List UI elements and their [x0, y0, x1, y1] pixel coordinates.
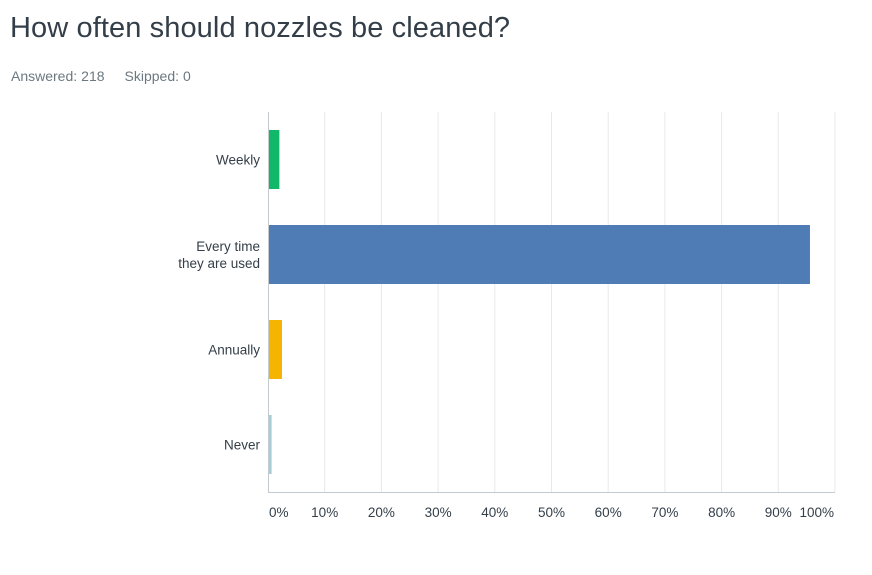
- skipped-stat: Skipped: 0: [125, 68, 191, 84]
- x-tick-label: 90%: [765, 505, 792, 520]
- x-tick-labels: 0% 10% 20% 30% 40% 50% 60% 70% 80% 90% 100%: [269, 505, 834, 520]
- category-labels: Weekly Every time they are used Annually Nev…: [178, 153, 260, 453]
- skipped-label: Skipped:: [124, 68, 179, 84]
- x-tick-label: 30%: [425, 505, 452, 520]
- gridlines: [324, 112, 836, 492]
- question-title: How often should nozzles be cleaned?: [10, 12, 511, 44]
- category-label: they are used: [178, 256, 260, 271]
- x-tick-label: 100%: [799, 505, 834, 520]
- x-tick-label: 50%: [538, 505, 565, 520]
- category-label: Every time: [196, 239, 260, 254]
- axes: [268, 112, 835, 493]
- category-label: Weekly: [216, 153, 260, 168]
- bar-2: [269, 320, 282, 379]
- bars: [269, 130, 810, 474]
- answered-stat: Answered: 218: [11, 68, 105, 84]
- answered-count: 218: [81, 68, 105, 84]
- skipped-count: 0: [183, 68, 191, 84]
- response-stats: Answered: 218 Skipped: 0: [11, 68, 191, 84]
- x-tick-label: 60%: [595, 505, 622, 520]
- bar-1: [269, 225, 810, 284]
- x-tick-label: 0%: [269, 505, 289, 520]
- bar-0: [269, 130, 280, 189]
- category-label: Never: [224, 438, 261, 453]
- x-tick-label: 10%: [311, 505, 338, 520]
- answered-label: Answered:: [11, 68, 78, 84]
- x-tick-label: 80%: [708, 505, 735, 520]
- category-label: Annually: [208, 343, 260, 358]
- bar-3: [269, 415, 272, 474]
- x-tick-label: 70%: [651, 505, 678, 520]
- x-tick-label: 40%: [481, 505, 508, 520]
- x-tick-label: 20%: [368, 505, 395, 520]
